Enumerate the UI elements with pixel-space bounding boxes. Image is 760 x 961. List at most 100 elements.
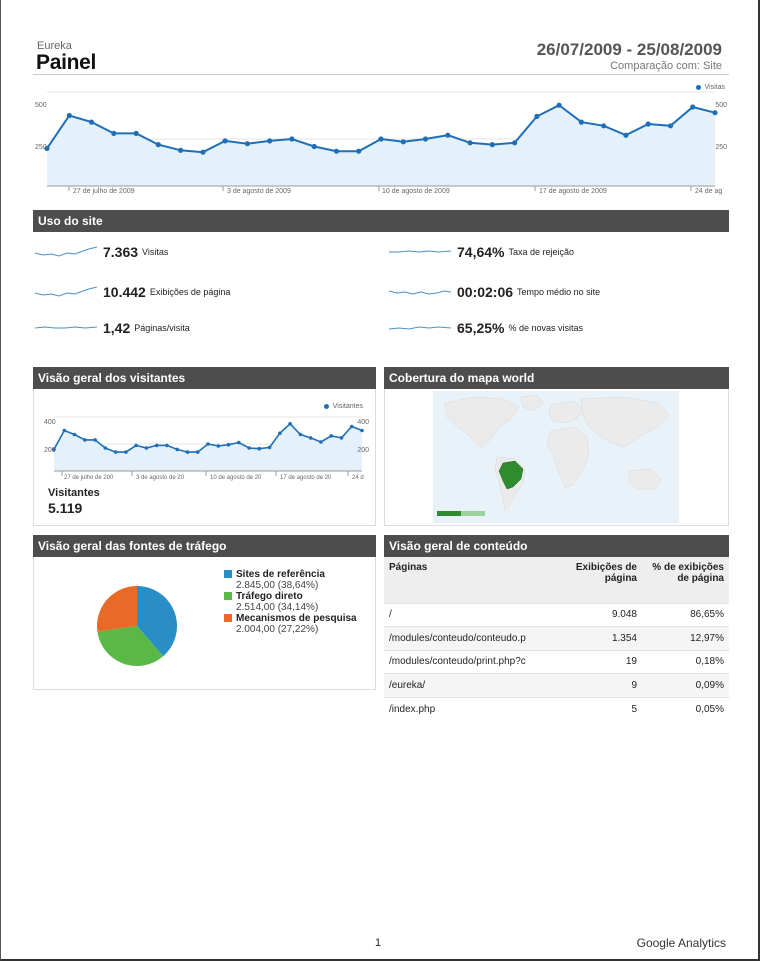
main-x-label-1: 3 de agosto de 2009 — [227, 188, 291, 195]
data-point — [103, 446, 108, 450]
visitors-label: Visitantes — [48, 487, 100, 499]
data-point — [400, 139, 406, 145]
table-row: / 9.048 86,65% — [384, 602, 729, 627]
country-brazil — [498, 460, 524, 490]
main-chart: Visitas 500 250 500 250 27 de julho de 2… — [33, 82, 729, 200]
table-row: /index.php 5 0,05% — [384, 696, 729, 721]
data-point — [165, 443, 169, 448]
data-point — [200, 149, 206, 155]
data-point — [237, 440, 241, 445]
metric-visits: 7.363 Visitas — [35, 244, 168, 260]
data-point — [72, 432, 77, 437]
data-point — [445, 132, 451, 138]
data-point — [257, 446, 262, 451]
data-point — [195, 450, 200, 454]
visitors-x-label-4: 24 d — [352, 475, 364, 481]
map-title: Cobertura do mapa world — [384, 367, 729, 389]
data-point — [144, 446, 149, 450]
traffic-legend-detail: 2.514,00 (34,14%) — [236, 602, 319, 613]
main-chart-svg — [44, 91, 718, 191]
legend-swatch — [224, 592, 232, 601]
data-point — [178, 147, 184, 153]
metric-label: % de novas visitas — [508, 323, 584, 333]
traffic-legend-item: Tráfego direto 2.514,00 (34,14%) — [224, 591, 374, 613]
data-point — [329, 434, 334, 438]
traffic-pie-chart — [97, 586, 177, 666]
metric-label: Taxa de rejeição — [508, 247, 575, 257]
cell-views: 5 — [564, 696, 642, 721]
cell-pct: 86,65% — [642, 602, 729, 627]
map-box — [384, 389, 729, 526]
continent-asia — [580, 396, 670, 448]
metric-label: Páginas/visita — [134, 323, 190, 333]
legend-dot-icon — [323, 403, 329, 409]
data-point — [111, 130, 117, 136]
main-y-tick-right-1: 250 — [715, 144, 727, 151]
traffic-title: Visão geral das fontes de tráfego — [33, 535, 376, 557]
metric-new-visits: 65,25% % de novas visitas — [389, 320, 583, 336]
content-title: Visão geral de conteúdo — [384, 535, 729, 557]
visitors-x-label-1: 3 de agosto de 20 — [136, 475, 185, 481]
metric-value: 74,64% — [457, 244, 505, 260]
legend-swatch — [224, 614, 232, 623]
pie-slice — [97, 586, 137, 632]
data-point — [333, 148, 340, 154]
sparkline-icon — [389, 250, 451, 253]
content-panel: Visão geral de conteúdo Páginas Exibiçõe… — [384, 535, 729, 721]
data-point — [356, 148, 362, 154]
continent-europe — [548, 400, 584, 424]
visitors-x-label-3: 17 de agosto de 20 — [280, 475, 332, 481]
traffic-legend-label: Mecanismos de pesquisa — [236, 613, 357, 624]
sparkline-icon — [35, 286, 97, 297]
comparison-label: Comparação com: Site — [610, 60, 722, 72]
main-chart-legend: Visitas — [695, 84, 726, 91]
visitors-title: Visão geral dos visitantes — [33, 367, 376, 389]
metric-avg-time: 00:02:06 Tempo médio no site — [389, 284, 600, 300]
content-table-header: Páginas Exibições de página % de exibiçõ… — [384, 557, 729, 603]
table-row: /modules/conteudo/conteudo.p 1.354 12,97… — [384, 626, 729, 650]
data-point — [601, 123, 607, 129]
data-point — [222, 138, 228, 144]
data-point — [267, 138, 273, 144]
data-point — [93, 438, 97, 442]
metric-value: 00:02:06 — [457, 284, 514, 300]
main-y-tick-left-0: 500 — [35, 102, 47, 109]
traffic-box: Sites de referência 2.845,00 (38,64%) Tr… — [33, 557, 376, 690]
main-chart-legend-label: Visitas — [704, 84, 726, 91]
metric-label: Tempo médio no site — [517, 287, 601, 297]
data-point — [349, 424, 354, 429]
data-point — [667, 123, 674, 129]
continent-north-america — [444, 396, 520, 448]
metric-label: Exibições de página — [149, 287, 231, 297]
data-point — [66, 112, 72, 119]
data-point — [206, 442, 210, 446]
traffic-legend-detail: 2.845,00 (38,64%) — [236, 580, 319, 591]
visitors-y-tick-right-0: 400 — [357, 419, 369, 426]
cell-page[interactable]: / — [384, 602, 564, 627]
table-row: /modules/conteudo/print.php?c 19 0,18% — [384, 649, 729, 674]
data-point — [175, 447, 179, 452]
pie-slice — [137, 586, 177, 657]
data-point — [133, 130, 139, 136]
data-point — [226, 442, 231, 447]
data-point — [278, 431, 282, 435]
visitors-x-label-0: 27 de julho de 200 — [64, 475, 114, 481]
data-point — [578, 119, 585, 125]
main-x-label-2: 10 de agosto de 2009 — [382, 188, 450, 195]
cell-page[interactable]: /eureka/ — [384, 673, 564, 697]
data-point — [319, 440, 323, 444]
cell-page[interactable]: /modules/conteudo/conteudo.p — [384, 626, 564, 650]
data-point — [556, 102, 562, 108]
data-point — [88, 119, 95, 125]
sparkline-icon — [35, 246, 97, 257]
cell-page[interactable]: /index.php — [384, 696, 564, 721]
data-point — [308, 436, 313, 440]
cell-page[interactable]: /modules/conteudo/print.php?c — [384, 649, 564, 674]
metric-pages-per-visit: 1,42 Páginas/visita — [35, 320, 190, 336]
data-point — [113, 450, 118, 454]
continent-australia — [628, 468, 662, 490]
data-point — [339, 436, 344, 440]
traffic-legend: Sites de referência 2.845,00 (38,64%) Tr… — [224, 569, 374, 635]
traffic-legend-item: Mecanismos de pesquisa 2.004,00 (27,22%) — [224, 613, 374, 635]
data-point — [311, 143, 317, 150]
